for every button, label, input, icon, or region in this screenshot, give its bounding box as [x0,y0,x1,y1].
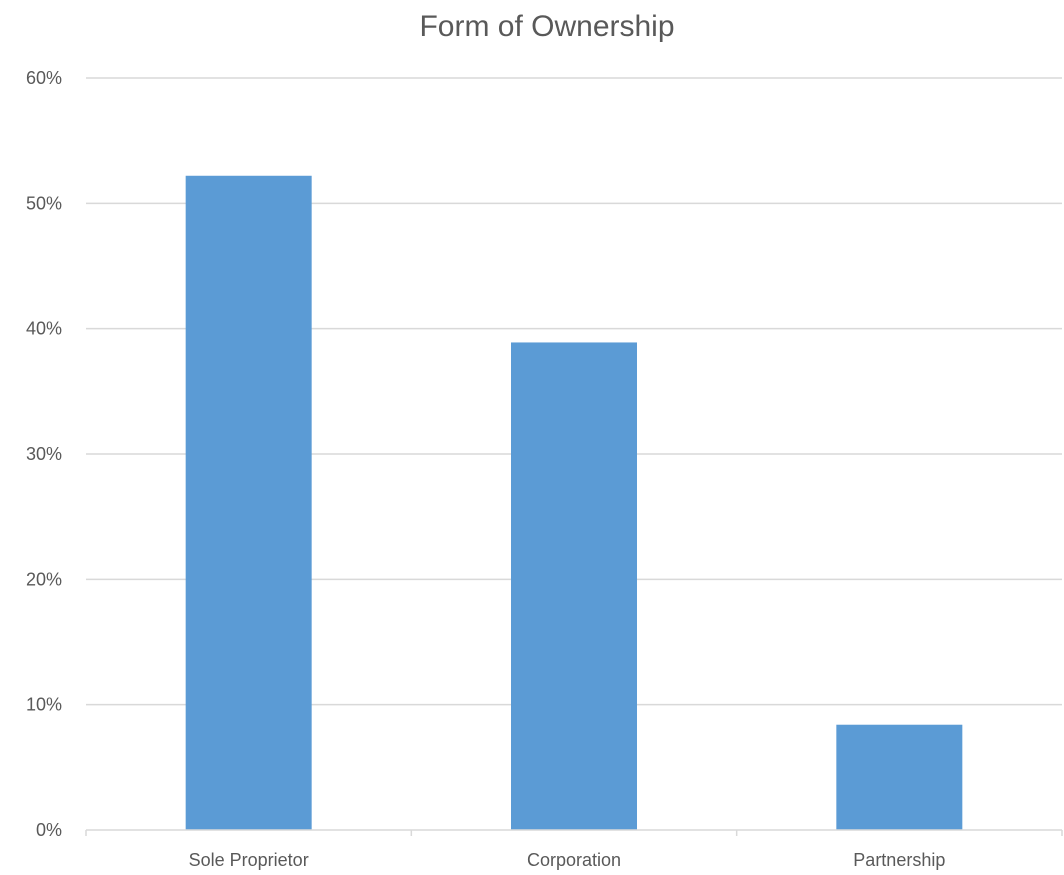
y-tick-label: 50% [26,193,62,213]
y-tick-label: 10% [26,695,62,715]
y-tick-label: 30% [26,444,62,464]
bar-corporation [511,342,637,830]
bar-sole-proprietor [185,175,312,830]
x-tick-label: Partnership [853,850,945,870]
chart-title: Form of Ownership [419,10,674,43]
y-tick-label: 0% [36,820,62,840]
x-tick-label: Corporation [527,850,621,870]
y-tick-label: 60% [26,68,62,88]
bar-partnership [836,724,963,830]
y-axis-tick-labels: 0% 10% 20% 30% 40% 50% 60% [26,68,62,840]
x-axis-tick-labels: Sole Proprietor Corporation Partnership [189,850,946,870]
bars [185,175,963,830]
y-tick-label: 40% [26,319,62,339]
y-tick-label: 20% [26,569,62,589]
x-tick-label: Sole Proprietor [189,850,309,870]
x-axis [85,829,1063,836]
